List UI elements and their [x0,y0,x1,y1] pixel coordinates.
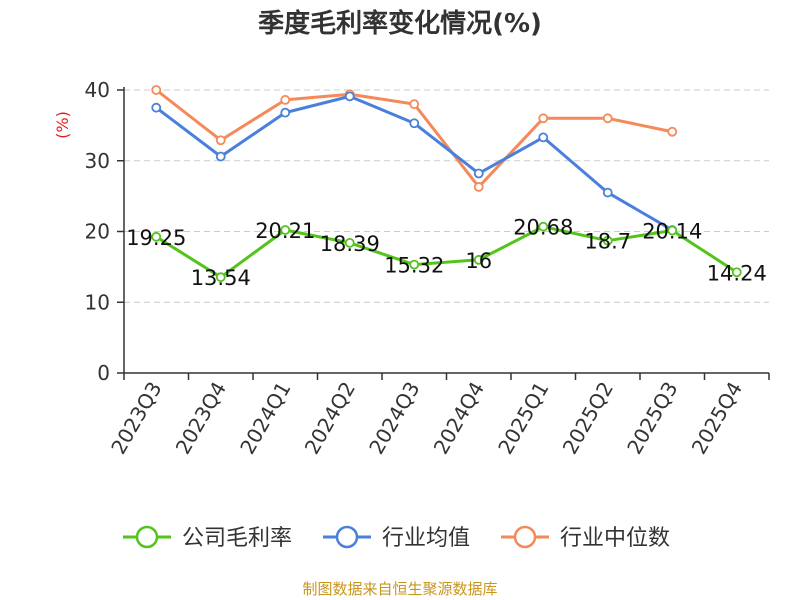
chart-title: 季度毛利率变化情况(%) [258,8,542,39]
legend-item-2[interactable]: 行业中位数 [501,525,670,551]
data-point[interactable] [151,102,162,113]
y-tick-label: 30 [85,149,110,173]
data-point[interactable] [409,259,420,270]
data-label: 19.25 [126,226,186,250]
data-point[interactable] [151,231,162,242]
series-2 [151,85,678,192]
data-point[interactable] [473,254,484,265]
x-tick-label: 2025Q3 [622,378,682,459]
data-point[interactable] [602,235,613,246]
data-point[interactable] [344,237,355,248]
data-label: 16 [465,249,492,273]
data-point[interactable] [473,168,484,179]
y-tick-label: 10 [85,290,110,314]
data-point[interactable] [409,118,420,129]
data-point[interactable] [602,187,613,198]
data-label: 18.7 [584,230,631,254]
data-point[interactable] [215,151,226,162]
data-label: 14.24 [707,261,767,285]
legend-label: 行业中位数 [560,526,670,551]
y-tick-label: 20 [85,220,110,244]
series-line [155,225,738,279]
series-0 [151,221,742,283]
data-point[interactable] [538,113,549,124]
x-tick-label: 2025Q1 [493,378,553,459]
data-point[interactable] [473,182,484,192]
data-point[interactable] [667,126,678,137]
data-point[interactable] [538,132,549,143]
legend-item-0[interactable]: 公司毛利率 [123,525,292,551]
data-point[interactable] [215,272,226,283]
data-label: 15.32 [384,254,444,278]
x-tick-label: 2025Q4 [687,378,747,459]
data-point[interactable] [280,95,291,105]
legend-item-1[interactable]: 行业均值 [323,525,470,551]
data-point[interactable] [344,91,355,102]
x-tick-label: 2024Q4 [429,378,489,459]
legend-marker-icon [335,525,359,549]
grid-layer [124,89,769,303]
data-point[interactable] [731,267,742,278]
data-point[interactable] [151,85,162,95]
data-point[interactable] [602,113,613,124]
series-layer [151,85,742,283]
data-point[interactable] [280,225,291,235]
legend-marker-icon [135,525,159,549]
x-tick-label: 2025Q2 [558,378,618,459]
data-point[interactable] [280,107,291,118]
data-label: 13.54 [191,266,251,290]
data-point[interactable] [409,99,420,110]
x-tick-label: 2023Q3 [106,378,166,459]
y-tick-label: 0 [97,361,110,385]
legend-marker-icon [513,525,537,549]
x-tick-label: 2024Q2 [300,378,360,459]
series-line [155,94,674,232]
data-label: 20.21 [255,219,315,243]
y-axis-unit-label: (%) [53,111,72,139]
series-1 [151,91,678,235]
legend-label: 行业均值 [382,526,470,551]
data-label: 18.39 [320,232,380,256]
data-point[interactable] [667,225,678,236]
x-tick-label: 2024Q1 [235,378,295,459]
data-point[interactable] [215,135,226,146]
legend[interactable]: 公司毛利率 行业均值 行业中位数 [123,525,670,551]
data-label: 20.68 [513,216,573,240]
data-point[interactable] [538,221,549,232]
legend-label: 公司毛利率 [182,526,292,551]
data-label: 20.14 [642,220,702,244]
y-tick-label: 40 [85,78,110,102]
source-note: 制图数据来自恒生聚源数据库 [302,580,497,598]
x-tick-label: 2024Q3 [364,378,424,459]
x-tick-label: 2023Q4 [171,378,231,459]
